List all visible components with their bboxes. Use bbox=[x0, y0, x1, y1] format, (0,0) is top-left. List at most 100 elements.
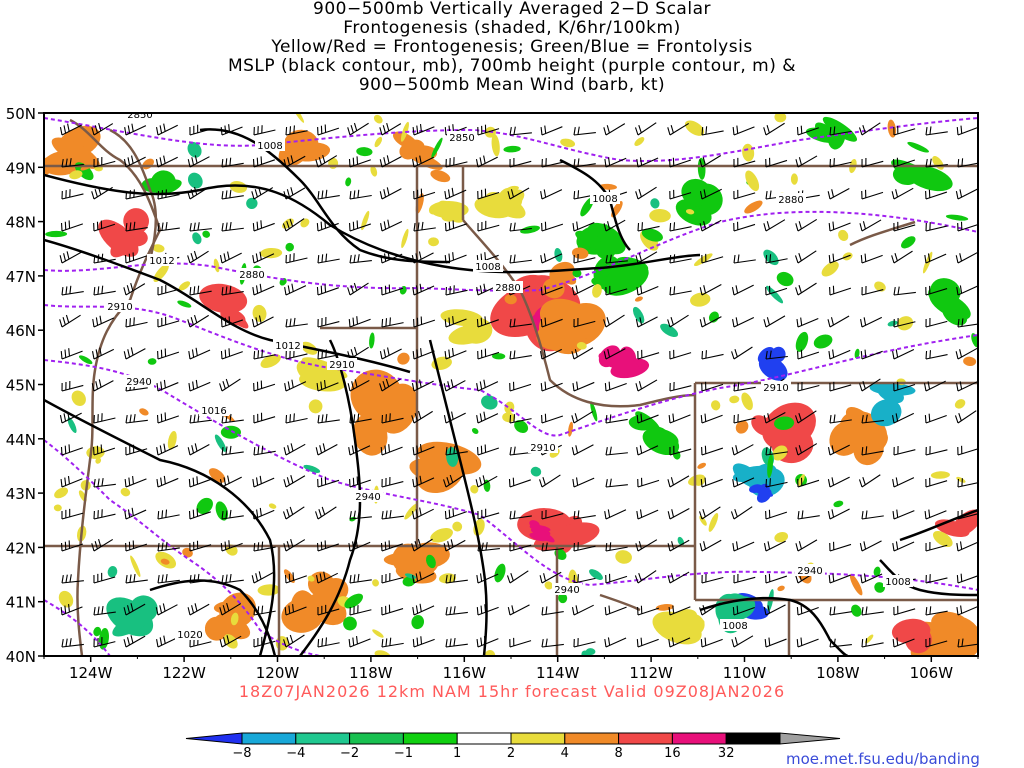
wind-barb bbox=[445, 573, 468, 584]
wind-barb bbox=[60, 348, 83, 360]
wind-barb bbox=[573, 158, 596, 168]
credit-link[interactable]: moe.met.fsu.edu/banding bbox=[786, 750, 980, 768]
wind-barb bbox=[892, 637, 915, 648]
wind-barb bbox=[251, 571, 274, 584]
mslp-label: 1008 bbox=[257, 141, 282, 152]
wind-barb bbox=[93, 413, 116, 424]
wind-barb bbox=[476, 411, 499, 424]
shading-speck bbox=[45, 230, 68, 238]
wind-barb bbox=[60, 444, 83, 456]
shading-speck bbox=[54, 487, 69, 499]
lat-label: 50N bbox=[6, 105, 36, 123]
height-label: 2910 bbox=[763, 383, 788, 394]
wind-barb bbox=[732, 541, 755, 552]
wind-barb bbox=[59, 123, 82, 136]
shading-speck bbox=[431, 137, 443, 158]
wind-barb bbox=[91, 538, 113, 552]
wind-barb bbox=[893, 286, 916, 296]
wind-barb bbox=[189, 413, 212, 424]
wind-barb bbox=[957, 638, 978, 648]
wind-barb bbox=[59, 314, 81, 328]
wind-barb bbox=[349, 413, 372, 424]
wind-barb bbox=[443, 539, 466, 552]
wind-barb bbox=[411, 155, 434, 168]
wind-barb bbox=[157, 189, 180, 200]
wind-barb bbox=[252, 220, 275, 232]
wind-barb bbox=[795, 539, 818, 552]
wind-barb bbox=[956, 605, 978, 616]
label-bg bbox=[720, 619, 750, 631]
lon-label: 108W bbox=[816, 664, 860, 682]
wind-barb bbox=[733, 573, 756, 584]
shading-speck bbox=[821, 261, 839, 277]
wind-barb bbox=[477, 348, 500, 360]
colorbar-max-arrow bbox=[779, 732, 841, 745]
wind-barb bbox=[93, 156, 116, 168]
shading-speck bbox=[428, 237, 440, 247]
shading-speck bbox=[838, 229, 849, 242]
lon-label: 124W bbox=[69, 664, 113, 682]
wind-barb bbox=[923, 380, 946, 392]
wind-barb bbox=[445, 445, 468, 456]
wind-barb bbox=[540, 189, 563, 200]
wind-barb bbox=[443, 379, 466, 392]
wind-barb bbox=[571, 284, 594, 296]
state-borders bbox=[44, 118, 978, 656]
label-bg bbox=[273, 339, 303, 351]
wind-barb bbox=[765, 478, 788, 488]
wind-barb bbox=[669, 382, 692, 392]
wind-barb bbox=[763, 122, 785, 136]
wind-barb bbox=[220, 316, 244, 328]
wind-barb bbox=[477, 508, 500, 520]
wind-barb bbox=[475, 155, 498, 168]
shading-speck bbox=[572, 269, 582, 278]
wind-barb bbox=[187, 443, 210, 456]
shading-patch bbox=[214, 613, 251, 640]
wind-barb bbox=[157, 348, 180, 360]
wind-barb bbox=[861, 510, 884, 520]
wind-barb bbox=[540, 253, 563, 264]
wind-barb bbox=[155, 123, 178, 136]
wind-barb bbox=[893, 125, 916, 136]
shading-patch bbox=[952, 514, 977, 534]
wind-barb bbox=[476, 316, 499, 328]
shading-speck bbox=[400, 121, 409, 142]
wind-barb bbox=[924, 509, 947, 520]
shading-speck bbox=[343, 616, 357, 631]
wind-barb bbox=[605, 542, 628, 552]
wind-barb bbox=[125, 540, 148, 552]
wind-barb bbox=[443, 474, 465, 488]
shading-speck bbox=[684, 120, 705, 136]
colorbar-label: −8 bbox=[232, 746, 251, 761]
wind-barb bbox=[219, 378, 241, 392]
height-label: 2940 bbox=[797, 566, 822, 577]
title-line-2: Frontogenesis (shaded, K/6hr/100km) bbox=[343, 18, 681, 38]
wind-barb bbox=[317, 317, 340, 328]
colorbar-swatch bbox=[402, 732, 458, 745]
lat-label: 45N bbox=[6, 377, 36, 395]
shading-patch bbox=[440, 309, 483, 327]
wind-barb bbox=[189, 222, 212, 232]
wind-barb bbox=[444, 347, 467, 360]
wind-barb bbox=[412, 636, 435, 648]
wind-barb bbox=[957, 221, 978, 232]
wind-barb bbox=[381, 413, 404, 424]
wind-barb bbox=[253, 636, 276, 648]
wind-barb bbox=[605, 414, 628, 424]
shading-speck bbox=[69, 170, 83, 180]
wind-barb bbox=[571, 444, 594, 456]
wind-barb bbox=[253, 380, 276, 392]
colorbar: −8 −4 −2 −1 1 2 4 8 16 32 bbox=[185, 732, 841, 761]
wind-barb bbox=[317, 637, 340, 648]
wind-barb bbox=[925, 541, 948, 552]
wind-barb bbox=[925, 285, 948, 296]
shading-speck bbox=[813, 334, 833, 349]
height-label: 2940 bbox=[355, 492, 380, 503]
wind-barb bbox=[540, 348, 563, 360]
wind-barb bbox=[381, 477, 404, 488]
shading-patch bbox=[448, 323, 492, 345]
wind-barb bbox=[795, 410, 817, 424]
shading-speck bbox=[590, 401, 598, 422]
wind-barb bbox=[221, 285, 244, 296]
shading-speck bbox=[503, 145, 521, 153]
